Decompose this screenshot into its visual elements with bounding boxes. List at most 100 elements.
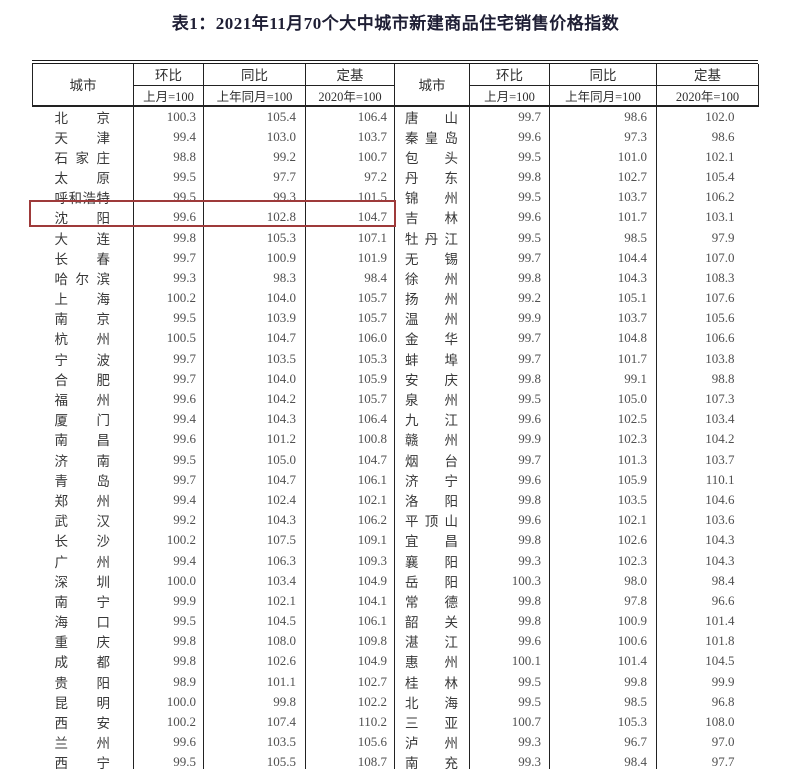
index-value-cell: 103.4: [656, 409, 759, 430]
city-cell: 济宁: [394, 469, 470, 490]
index-value-cell: 105.9: [549, 469, 657, 490]
index-value-cell: 105.7: [305, 288, 395, 309]
index-value-cell: 96.6: [656, 590, 759, 611]
index-value-cell: 99.5: [469, 187, 550, 208]
index-value-cell: 104.7: [305, 449, 395, 470]
index-value-cell: 100.8: [305, 429, 395, 450]
table-row: 海口 99.5 104.5 106.1 韶关 99.8 100.9 101.4: [33, 611, 759, 632]
table-row: 石家庄 98.8 99.2 100.7 包头 99.5 101.0 102.1: [33, 146, 759, 167]
price-index-table: 城市 环比 同比 定基 城市 环比 同比 定基 上月=100 上年同月=100 …: [32, 64, 759, 769]
city-cell: 惠州: [394, 651, 470, 672]
table-row: 郑州 99.4 102.4 102.1 洛阳 99.8 103.5 104.6: [33, 489, 759, 511]
city-cell: 深圳: [54, 574, 111, 590]
city-cell: 郑州: [54, 493, 111, 509]
index-value-cell: 100.9: [203, 247, 306, 268]
index-value-cell: 97.7: [656, 752, 759, 769]
city-cell: 太原: [54, 170, 111, 186]
city-cell: 厦门: [54, 413, 111, 429]
index-value-cell: 106.0: [305, 328, 395, 349]
index-value-cell: 97.9: [656, 227, 759, 248]
index-value-cell: 105.9: [305, 368, 395, 389]
index-value-cell: 96.7: [549, 732, 657, 753]
header-row-sub: 上月=100 上年同月=100 2020年=100 上月=100 上年同月=10…: [33, 84, 759, 107]
col-subheader-base-left: 2020年=100: [305, 84, 395, 107]
index-value-cell: 99.5: [469, 671, 550, 692]
index-value-cell: 105.3: [305, 348, 395, 369]
table-row: 宁波 99.7 103.5 105.3 蚌埠 99.7 101.7 103.8: [33, 348, 759, 369]
index-value-cell: 104.0: [203, 288, 306, 309]
index-value-cell: 101.4: [549, 651, 657, 672]
index-value-cell: 103.7: [549, 308, 657, 329]
city-cell: 长春: [54, 251, 111, 267]
city-cell: 青岛: [54, 473, 111, 489]
index-value-cell: 105.5: [203, 752, 306, 769]
table-row: 武汉 99.2 104.3 106.2 平顶山 99.6 102.1 103.6: [33, 510, 759, 531]
index-value-cell: 97.2: [305, 166, 395, 188]
city-cell: 包头: [394, 146, 470, 167]
index-value-cell: 99.8: [549, 671, 657, 692]
index-value-cell: 103.4: [203, 570, 306, 591]
city-cell: 成都: [54, 655, 111, 671]
index-value-cell: 99.6: [133, 429, 204, 450]
table-row: 南昌 99.6 101.2 100.8 赣州 99.9 102.3 104.2: [33, 429, 759, 450]
city-cell: 济南: [54, 453, 111, 469]
table-row: 青岛 99.7 104.7 106.1 济宁 99.6 105.9 110.1: [33, 469, 759, 490]
city-cell: 贵阳: [54, 675, 111, 691]
index-value-cell: 99.6: [469, 631, 550, 652]
city-cell: 三亚: [394, 711, 470, 733]
city-cell: 安庆: [394, 368, 470, 389]
index-value-cell: 101.8: [656, 631, 759, 652]
index-value-cell: 104.0: [203, 368, 306, 389]
index-value-cell: 102.3: [549, 429, 657, 450]
index-value-cell: 99.6: [469, 207, 550, 228]
city-cell: 上海: [54, 292, 111, 308]
index-value-cell: 105.4: [203, 105, 306, 127]
city-cell: 重庆: [54, 635, 111, 651]
index-value-cell: 100.0: [133, 570, 204, 591]
index-value-cell: 109.3: [305, 550, 395, 571]
index-value-cell: 105.6: [305, 732, 395, 753]
index-value-cell: 102.7: [305, 671, 395, 692]
index-value-cell: 99.8: [469, 166, 550, 188]
index-value-cell: 106.2: [656, 187, 759, 208]
city-cell: 常德: [394, 590, 470, 611]
index-value-cell: 99.3: [133, 267, 204, 288]
col-header-city-left: 城市: [32, 64, 134, 107]
city-cell: 烟台: [394, 449, 470, 470]
index-value-cell: 101.1: [203, 671, 306, 692]
index-value-cell: 106.4: [305, 105, 395, 127]
table-body: 北京 100.3 105.4 106.4 唐山 99.7 98.6 102.0 天津 99.4 10…: [33, 105, 759, 769]
index-value-cell: 99.7: [469, 449, 550, 470]
index-value-cell: 104.3: [203, 510, 306, 531]
index-value-cell: 102.1: [656, 146, 759, 167]
index-value-cell: 99.5: [469, 227, 550, 248]
city-cell: 合肥: [54, 372, 111, 388]
index-value-cell: 108.7: [305, 752, 395, 769]
index-value-cell: 98.6: [656, 126, 759, 147]
index-value-cell: 99.2: [133, 510, 204, 531]
index-value-cell: 102.1: [203, 590, 306, 611]
table-row: 大连 99.8 105.3 107.1 牡丹江 99.5 98.5 97.9: [33, 227, 759, 248]
city-cell: 无锡: [394, 247, 470, 268]
col-header-mom-left: 环比: [133, 64, 204, 86]
city-cell: 洛阳: [394, 489, 470, 511]
col-header-base-right: 定基: [656, 64, 759, 86]
index-value-cell: 105.7: [305, 308, 395, 329]
table-row: 合肥 99.7 104.0 105.9 安庆 99.8 99.1 98.8: [33, 368, 759, 389]
index-value-cell: 99.6: [469, 469, 550, 490]
index-value-cell: 101.5: [305, 187, 395, 208]
city-cell: 泉州: [394, 388, 470, 410]
index-value-cell: 97.7: [203, 166, 306, 188]
index-value-cell: 99.6: [469, 126, 550, 147]
index-value-cell: 104.3: [656, 530, 759, 551]
index-value-cell: 101.9: [305, 247, 395, 268]
city-cell: 扬州: [394, 288, 470, 309]
city-cell: 北京: [54, 110, 111, 126]
index-value-cell: 104.2: [656, 429, 759, 450]
index-value-cell: 99.8: [133, 651, 204, 672]
table-row: 广州 99.4 106.3 109.3 襄阳 99.3 102.3 104.3: [33, 550, 759, 571]
index-value-cell: 104.2: [203, 388, 306, 410]
city-cell: 长沙: [54, 534, 111, 550]
index-value-cell: 97.3: [549, 126, 657, 147]
